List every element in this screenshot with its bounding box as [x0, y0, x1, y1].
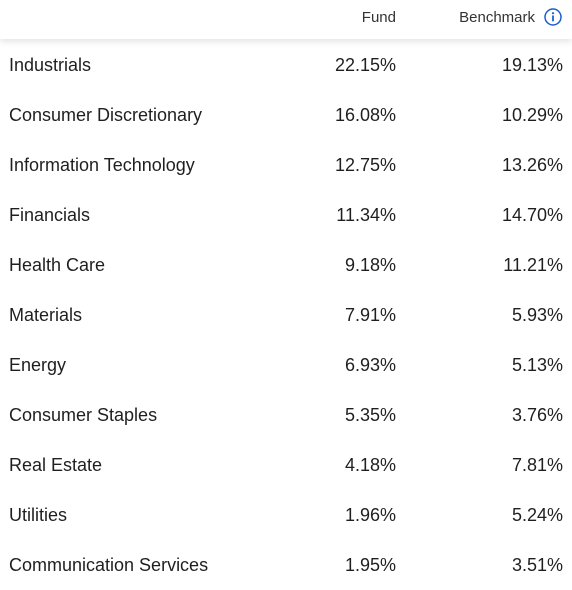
info-circle-icon[interactable] [544, 8, 562, 26]
fund-weight: 11.34% [336, 205, 396, 225]
benchmark-weight: 13.26% [501, 155, 563, 175]
table-row: Materials 7.91% 5.93% [0, 290, 572, 340]
benchmark-column-header: Benchmark [459, 9, 535, 26]
table-header: Fund Benchmark [0, 0, 572, 39]
table-row: Utilities 1.96% 5.24% [0, 490, 572, 540]
benchmark-weight: 5.13% [511, 355, 563, 375]
fund-weight: 1.96% [344, 505, 396, 525]
fund-weight: 9.18% [344, 255, 396, 275]
sector-name: Financials [9, 205, 91, 225]
table-row: Health Care 9.18% 11.21% [0, 240, 572, 290]
sector-name: Communication Services [9, 555, 209, 575]
fund-weight: 4.18% [344, 455, 396, 475]
benchmark-weight: 5.93% [511, 305, 563, 325]
sector-name: Real Estate [9, 455, 103, 475]
table-row: Real Estate 4.18% 7.81% [0, 440, 572, 490]
benchmark-weight: 19.13% [501, 55, 563, 75]
benchmark-weight: 3.51% [511, 555, 563, 575]
benchmark-weight: 5.24% [511, 505, 563, 525]
fund-weight: 6.93% [344, 355, 396, 375]
sector-name: Information Technology [9, 155, 195, 175]
table-row: Consumer Staples 5.35% 3.76% [0, 390, 572, 440]
table-row: Energy 6.93% 5.13% [0, 340, 572, 390]
sector-name: Consumer Staples [9, 405, 158, 425]
sector-name: Industrials [9, 55, 92, 75]
table-row: Information Technology 12.75% 13.26% [0, 140, 572, 190]
fund-weight: 16.08% [334, 105, 396, 125]
fund-weight: 22.15% [334, 55, 396, 75]
table-row: Industrials 22.15% 19.13% [0, 40, 572, 90]
benchmark-weight: 3.76% [511, 405, 563, 425]
table-body: Industrials 22.15% 19.13% Consumer Discreti… [0, 40, 572, 590]
fund-column-header: Fund [361, 9, 396, 26]
fund-weight: 7.91% [344, 305, 396, 325]
table-row: Financials 11.34% 14.70% [0, 190, 572, 240]
fund-weight: 5.35% [344, 405, 396, 425]
benchmark-weight: 7.81% [511, 455, 563, 475]
fund-weight: 12.75% [334, 155, 396, 175]
sector-name: Utilities [9, 505, 68, 525]
benchmark-weight: 11.21% [503, 255, 563, 275]
info-circle-icon-graphic [544, 8, 562, 26]
table-row: Communication Services 1.95% 3.51% [0, 540, 572, 590]
sector-name: Consumer Discretionary [9, 105, 203, 125]
fund-weight: 1.95% [344, 555, 396, 575]
benchmark-weight: 14.70% [501, 205, 563, 225]
table-row: Consumer Discretionary 16.08% 10.29% [0, 90, 572, 140]
benchmark-weight: 10.29% [501, 105, 563, 125]
sector-name: Health Care [9, 255, 106, 275]
sector-name: Materials [9, 305, 83, 325]
sector-name: Energy [9, 355, 67, 375]
